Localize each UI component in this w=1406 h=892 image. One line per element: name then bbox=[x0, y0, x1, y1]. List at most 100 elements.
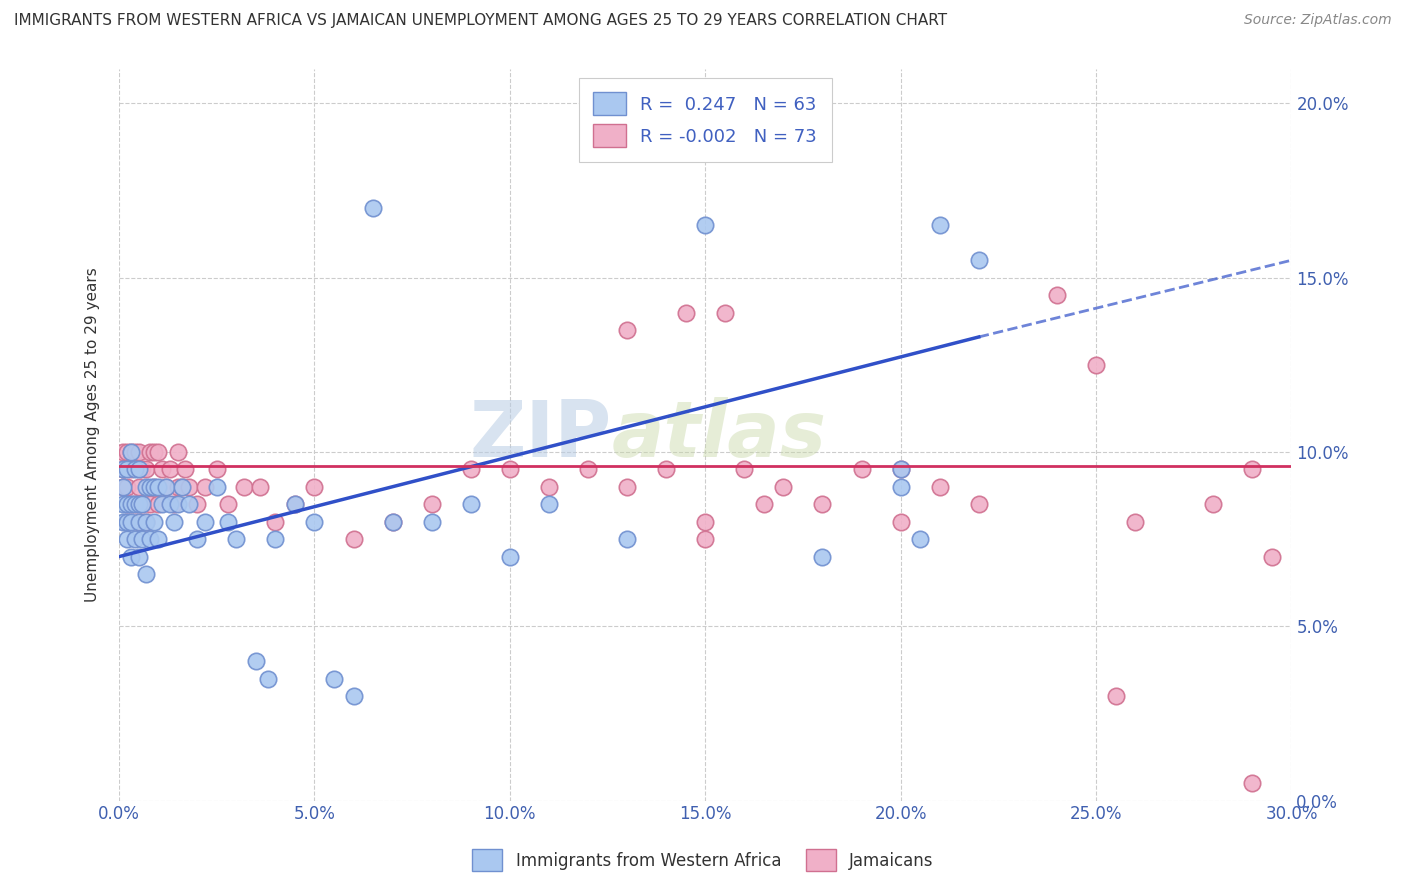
Point bbox=[616, 480, 638, 494]
Point bbox=[139, 497, 162, 511]
Point bbox=[1241, 462, 1264, 476]
Point bbox=[499, 549, 522, 564]
Point bbox=[131, 497, 153, 511]
Point bbox=[139, 532, 162, 546]
Point bbox=[695, 515, 717, 529]
Point bbox=[124, 532, 146, 546]
Point bbox=[928, 480, 950, 494]
Point bbox=[128, 515, 150, 529]
Point bbox=[128, 462, 150, 476]
Point bbox=[890, 515, 912, 529]
Point bbox=[537, 497, 560, 511]
Point bbox=[752, 497, 775, 511]
Point bbox=[205, 462, 228, 476]
Point bbox=[304, 515, 326, 529]
Point bbox=[128, 445, 150, 459]
Point bbox=[890, 462, 912, 476]
Point bbox=[1123, 515, 1146, 529]
Point bbox=[249, 480, 271, 494]
Point bbox=[264, 532, 287, 546]
Point bbox=[284, 497, 307, 511]
Point bbox=[890, 462, 912, 476]
Point bbox=[163, 497, 186, 511]
Point bbox=[150, 497, 173, 511]
Point bbox=[166, 445, 188, 459]
Point bbox=[342, 689, 364, 703]
Point bbox=[120, 445, 142, 459]
Point bbox=[675, 305, 697, 319]
Point bbox=[1046, 288, 1069, 302]
Point bbox=[131, 462, 153, 476]
Point bbox=[304, 480, 326, 494]
Point bbox=[166, 497, 188, 511]
Point bbox=[967, 253, 990, 268]
Text: atlas: atlas bbox=[612, 397, 827, 473]
Point bbox=[146, 497, 169, 511]
Point bbox=[115, 462, 138, 476]
Point bbox=[217, 515, 239, 529]
Point bbox=[120, 497, 142, 511]
Point bbox=[460, 462, 482, 476]
Point bbox=[155, 480, 177, 494]
Legend: R =  0.247   N = 63, R = -0.002   N = 73: R = 0.247 N = 63, R = -0.002 N = 73 bbox=[579, 78, 831, 161]
Point bbox=[120, 515, 142, 529]
Point bbox=[342, 532, 364, 546]
Point bbox=[135, 515, 157, 529]
Point bbox=[245, 654, 267, 668]
Point bbox=[146, 445, 169, 459]
Point bbox=[128, 515, 150, 529]
Point bbox=[205, 480, 228, 494]
Point bbox=[115, 515, 138, 529]
Point bbox=[159, 497, 181, 511]
Point bbox=[159, 462, 181, 476]
Point bbox=[111, 445, 134, 459]
Point bbox=[256, 672, 278, 686]
Point bbox=[179, 497, 201, 511]
Point bbox=[150, 462, 173, 476]
Point bbox=[131, 532, 153, 546]
Point bbox=[695, 219, 717, 233]
Point bbox=[166, 480, 188, 494]
Point bbox=[1104, 689, 1126, 703]
Point bbox=[120, 462, 142, 476]
Point bbox=[772, 480, 794, 494]
Point bbox=[811, 497, 834, 511]
Point bbox=[499, 462, 522, 476]
Point bbox=[1202, 497, 1225, 511]
Point bbox=[115, 515, 138, 529]
Point bbox=[576, 462, 599, 476]
Point bbox=[1241, 776, 1264, 790]
Text: Source: ZipAtlas.com: Source: ZipAtlas.com bbox=[1244, 13, 1392, 28]
Point bbox=[111, 480, 134, 494]
Point bbox=[170, 480, 193, 494]
Point bbox=[128, 480, 150, 494]
Point bbox=[143, 445, 166, 459]
Point bbox=[1085, 358, 1108, 372]
Point bbox=[111, 480, 134, 494]
Point bbox=[155, 480, 177, 494]
Point bbox=[217, 497, 239, 511]
Point bbox=[124, 497, 146, 511]
Point bbox=[135, 567, 157, 582]
Point bbox=[115, 532, 138, 546]
Point bbox=[135, 480, 157, 494]
Point bbox=[179, 480, 201, 494]
Point bbox=[131, 497, 153, 511]
Point bbox=[120, 445, 142, 459]
Point bbox=[264, 515, 287, 529]
Point bbox=[115, 445, 138, 459]
Point bbox=[120, 549, 142, 564]
Point bbox=[616, 323, 638, 337]
Point bbox=[186, 497, 208, 511]
Point bbox=[655, 462, 678, 476]
Point bbox=[851, 462, 873, 476]
Point bbox=[111, 462, 134, 476]
Point bbox=[124, 497, 146, 511]
Y-axis label: Unemployment Among Ages 25 to 29 years: Unemployment Among Ages 25 to 29 years bbox=[86, 268, 100, 602]
Point bbox=[695, 532, 717, 546]
Legend: Immigrants from Western Africa, Jamaicans: Immigrants from Western Africa, Jamaican… bbox=[464, 841, 942, 880]
Point bbox=[537, 480, 560, 494]
Point bbox=[146, 480, 169, 494]
Point bbox=[111, 462, 134, 476]
Point bbox=[890, 480, 912, 494]
